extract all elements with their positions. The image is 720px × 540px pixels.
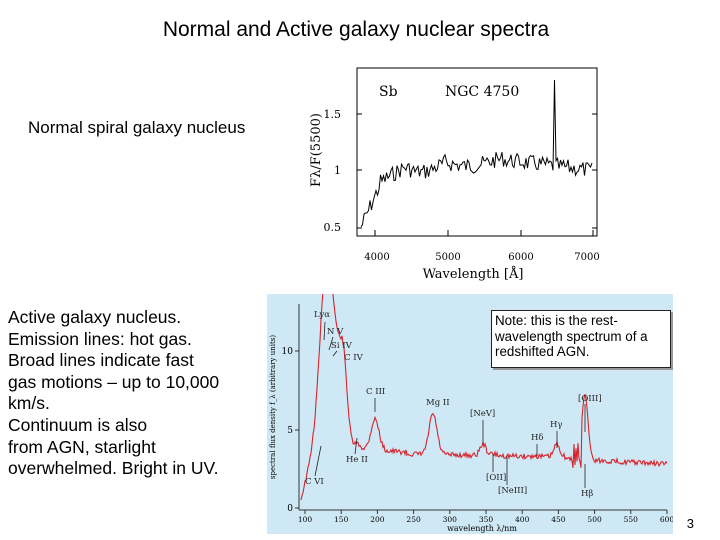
- agn-y-axis-label: spectral flux density f_λ (arbitrary uni…: [269, 335, 277, 479]
- agn-y-tick: 5: [287, 426, 293, 436]
- rest-wavelength-note: Note: this is the rest-wavelength spectr…: [491, 310, 671, 368]
- line-label-hbeta: Hβ: [581, 489, 593, 499]
- description-line: km/s.: [8, 393, 50, 414]
- agn-y-tick: 0: [287, 504, 293, 514]
- agn-x-tick: 600: [660, 515, 673, 524]
- galaxy-type-label: Sb: [379, 84, 398, 100]
- agn-x-tick: 550: [624, 515, 639, 524]
- agn-spectrum-curve: [300, 294, 668, 501]
- normal-galaxy-label: Normal spiral galaxy nucleus: [28, 118, 246, 137]
- line-label-ciii: C III: [366, 387, 385, 397]
- agn-x-axis-label: wavelength λ/nm: [447, 524, 517, 533]
- normal-spectrum-curve: [360, 79, 593, 228]
- line-label-oiii: [OIII]: [578, 394, 602, 404]
- normal-spectrum-plot: 1.5 1 0.5 4000 5000 6000 7000 Wavelength…: [309, 67, 600, 282]
- line-label-oii: [OII]: [486, 473, 506, 483]
- agn-x-tick: 400: [515, 515, 530, 524]
- description-line: from AGN, starlight: [8, 436, 156, 457]
- description-line: Emission lines: hot gas.: [8, 328, 192, 349]
- slide-title: Normal and Active galaxy nuclear spectra: [162, 18, 550, 41]
- line-label-hdelta: Hδ: [531, 433, 544, 443]
- description-line: gas motions – up to 10,000: [8, 371, 220, 392]
- agn-x-tick: 250: [406, 515, 421, 524]
- normal-x-tick: 5000: [435, 252, 460, 263]
- normal-y-axis-label: Fλ/F(5500): [309, 113, 324, 187]
- line-label-heii: He II: [346, 455, 368, 465]
- agn-x-tick: 500: [587, 515, 602, 524]
- agn-x-tick: 350: [479, 515, 494, 524]
- line-label-cvi: C VI: [305, 477, 324, 487]
- line-label-nv: N V: [327, 327, 344, 337]
- normal-x-tick: 4000: [364, 252, 389, 263]
- line-label-nev: [NeV]: [470, 409, 495, 419]
- normal-plot-frame: [356, 67, 598, 237]
- line-label-hgamma: Hγ: [550, 420, 563, 430]
- normal-y-tick: 1: [334, 164, 341, 177]
- agn-x-tick: 150: [334, 515, 349, 524]
- agn-y-tick: 10: [282, 347, 294, 357]
- slide-number: 3: [686, 516, 694, 531]
- description-line: Broad lines indicate fast: [8, 350, 194, 371]
- line-label-civ: C IV: [344, 353, 364, 363]
- normal-y-tick: 1.5: [324, 108, 342, 121]
- active-galaxy-description: Active galaxy nucleus. Emission lines: h…: [8, 307, 270, 480]
- line-label-siiv: Si IV: [331, 341, 353, 351]
- description-line: Continuum is also: [8, 414, 148, 435]
- line-label-lya: Lyα: [314, 310, 330, 320]
- normal-x-tick: 7000: [574, 252, 599, 263]
- normal-x-tick: 6000: [508, 252, 533, 263]
- line-label-mgii: Mg II: [426, 398, 450, 408]
- agn-x-tick: 300: [443, 515, 458, 524]
- agn-x-tick: 100: [298, 515, 313, 524]
- galaxy-name-label: NGC 4750: [445, 84, 519, 100]
- line-label-neiii: [NeIII]: [498, 486, 527, 496]
- normal-x-axis-label: Wavelength [Å]: [423, 266, 524, 282]
- normal-y-tick: 0.5: [324, 221, 342, 234]
- agn-x-tick: 200: [370, 515, 385, 524]
- agn-x-ticks: 100 150 200 250 300 350 400 450 500 550 600: [298, 510, 673, 524]
- agn-x-tick: 450: [551, 515, 566, 524]
- description-line: overwhelmed. Bright in UV.: [8, 458, 219, 479]
- description-line: Active galaxy nucleus.: [8, 307, 182, 327]
